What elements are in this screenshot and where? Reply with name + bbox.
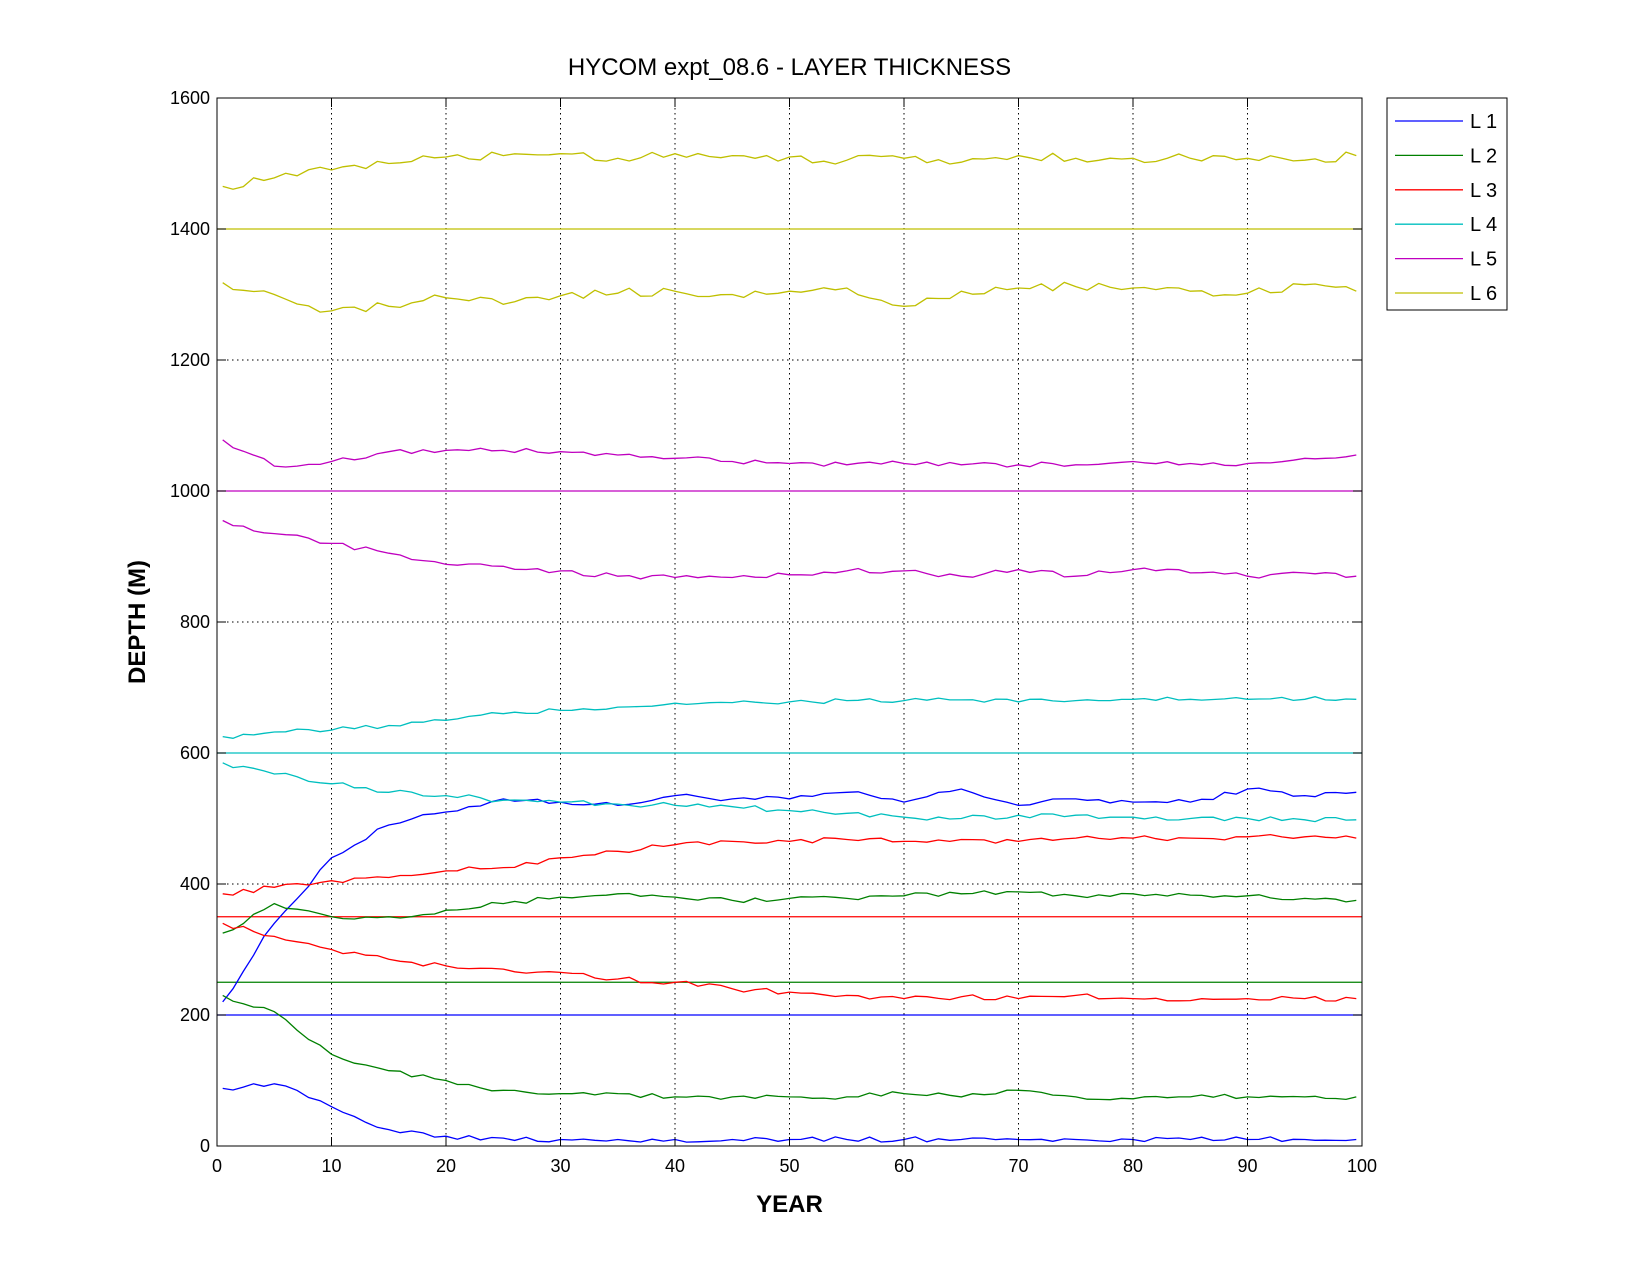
legend: L 1 L 2 L 3 L 4 L 5 L 6	[1386, 97, 1508, 311]
series-line	[222, 922, 1357, 1002]
x-tick-label: 60	[894, 1156, 914, 1176]
x-tick-label: 0	[212, 1156, 222, 1176]
y-axis-label: DEPTH (M)	[124, 560, 151, 684]
series-line	[222, 696, 1357, 739]
y-tick-label: 1600	[170, 88, 210, 108]
axis-ticks: 0 10 20 30 40 50 60 70 80 90 100020040060080010001…	[170, 88, 1377, 1176]
y-tick-label: 200	[180, 1005, 210, 1025]
series-line	[222, 519, 1357, 580]
chart-title: HYCOM expt_08.6 - LAYER THICKNESS	[568, 54, 1011, 81]
x-tick-label: 90	[1237, 1156, 1257, 1176]
series-line	[222, 762, 1357, 823]
y-tick-label: 1000	[170, 481, 210, 501]
series-line	[222, 890, 1357, 934]
legend-label: L 5	[1470, 249, 1497, 271]
series-line	[222, 151, 1357, 190]
x-tick-label: 80	[1123, 1156, 1143, 1176]
y-tick-label: 600	[180, 743, 210, 763]
x-tick-label: 100	[1347, 1156, 1377, 1176]
series-line	[222, 787, 1357, 1003]
x-tick-label: 40	[665, 1156, 685, 1176]
series-line	[222, 994, 1357, 1101]
x-tick-label: 20	[436, 1156, 456, 1176]
legend-label: L 6	[1470, 283, 1497, 305]
series-lines	[222, 151, 1357, 1143]
y-tick-label: 0	[200, 1136, 210, 1156]
legend-label: L 2	[1470, 145, 1497, 167]
legend-label: L 4	[1470, 214, 1497, 236]
x-axis-label: YEAR	[756, 1191, 823, 1218]
y-tick-label: 800	[180, 612, 210, 632]
x-tick-label: 70	[1008, 1156, 1028, 1176]
x-tick-label: 50	[779, 1156, 799, 1176]
x-tick-label: 30	[550, 1156, 570, 1176]
y-tick-label: 400	[180, 874, 210, 894]
legend-label: L 1	[1470, 111, 1497, 133]
x-tick-label: 10	[321, 1156, 341, 1176]
reference-lines	[217, 228, 1362, 1016]
legend-box	[1386, 97, 1508, 311]
y-tick-label: 1200	[170, 350, 210, 370]
series-line	[222, 833, 1357, 896]
y-tick-label: 1400	[170, 219, 210, 239]
series-line	[222, 281, 1357, 313]
legend-label: L 3	[1470, 180, 1497, 202]
series-line	[222, 439, 1357, 468]
